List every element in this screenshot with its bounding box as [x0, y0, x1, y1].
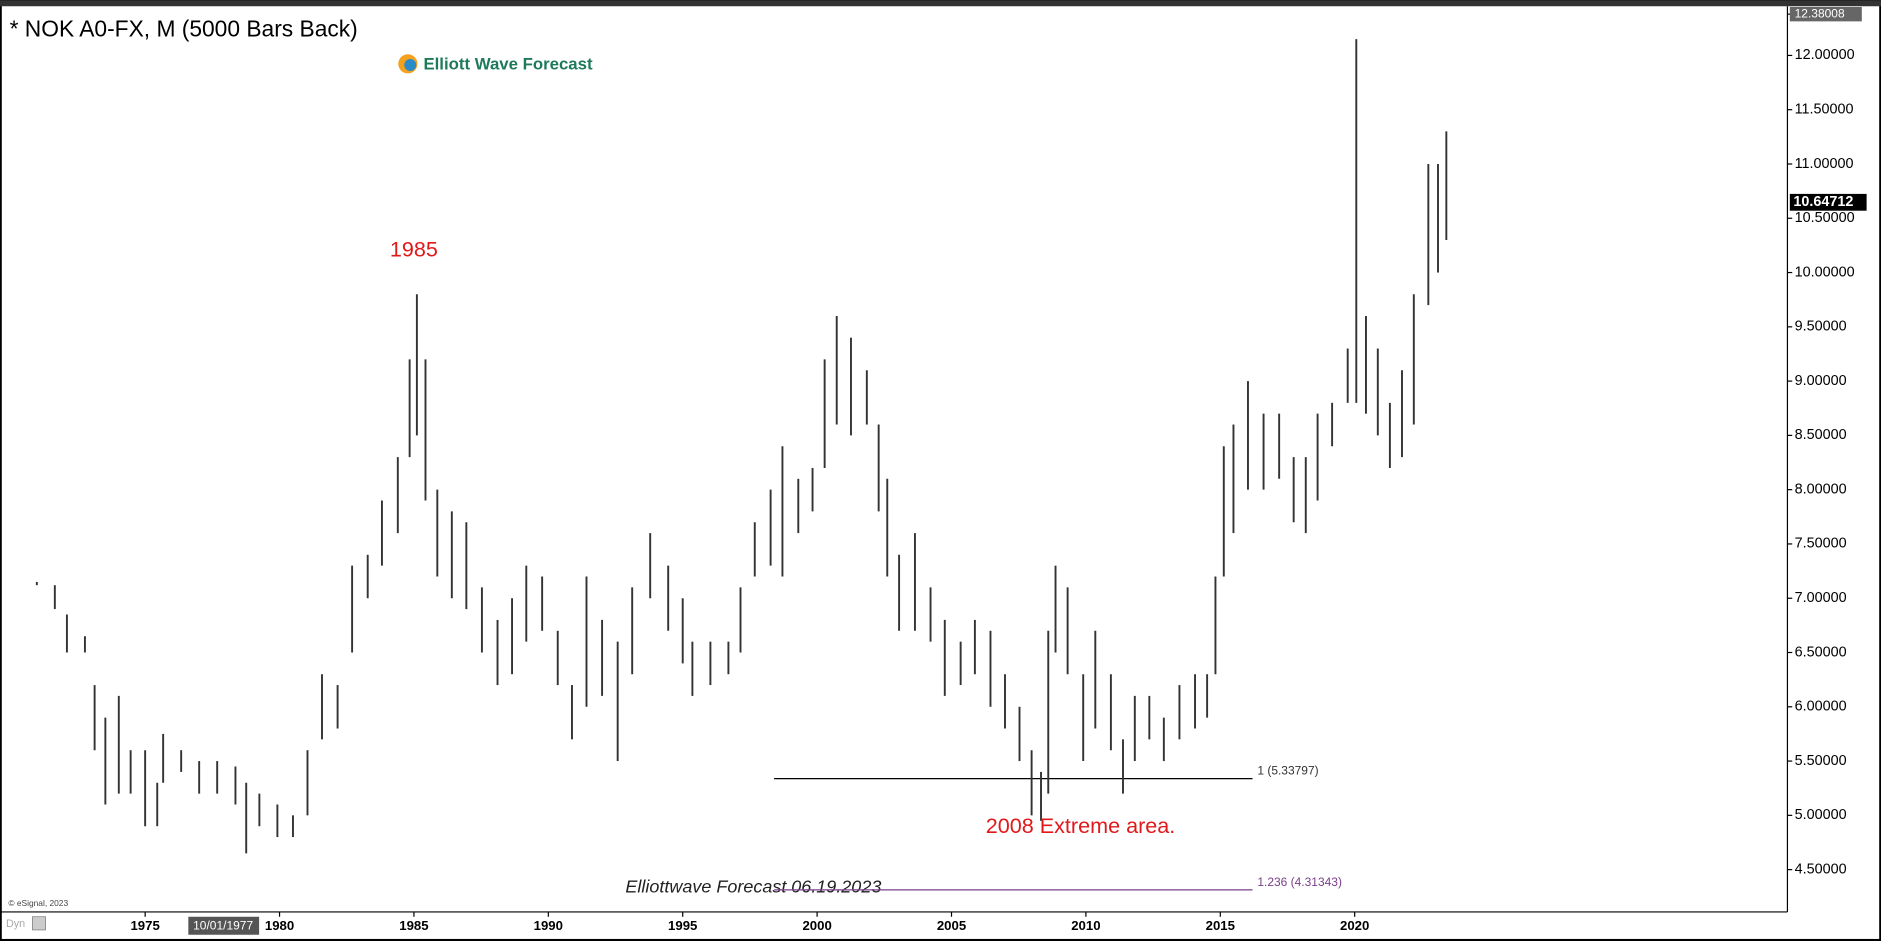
x-tick-label: 2020: [1340, 918, 1369, 933]
y-max-box: [1789, 6, 1862, 22]
x-tick-label: 2010: [1071, 918, 1100, 933]
y-tick-label: 9.00000: [1795, 373, 1847, 389]
x-tick-label: 1990: [534, 918, 563, 933]
x-tick-label: 1980: [265, 918, 294, 933]
x-tick-label: 2000: [802, 918, 831, 933]
y-tick-label: 7.00000: [1795, 590, 1847, 606]
last-price-label: 10.64712: [1793, 194, 1853, 210]
x-tick-label: 2015: [1206, 918, 1235, 933]
y-tick-label: 5.00000: [1795, 807, 1847, 823]
x-tick-label: 1975: [130, 918, 159, 933]
y-tick-label: 12.00000: [1795, 47, 1855, 63]
y-tick-label: 10.00000: [1795, 264, 1855, 280]
corner-label: Dyn: [6, 918, 25, 930]
y-tick-label: 6.50000: [1795, 644, 1847, 660]
copyright: © eSignal, 2023: [8, 898, 68, 908]
x-tick-label: 1985: [399, 918, 428, 933]
corner-button[interactable]: [32, 916, 46, 931]
y-tick-label: 9.50000: [1795, 319, 1847, 335]
y-tick-label: 10.50000: [1795, 210, 1855, 226]
y-tick-label: 11.00000: [1795, 156, 1854, 172]
cursor-box: [188, 916, 260, 935]
y-tick-label: 4.50000: [1795, 861, 1847, 877]
y-tick-label: 8.50000: [1795, 427, 1847, 443]
watermark: Elliottwave Forecast 06.19.2023: [625, 877, 881, 897]
cursor-label: 10/01/1977: [193, 919, 253, 933]
fib-label: 1 (5.33797): [1257, 764, 1318, 778]
x-tick-label: 1995: [668, 918, 697, 933]
last-price-box: [1789, 193, 1867, 211]
annotation: 1985: [390, 237, 438, 262]
y-tick-label: 7.50000: [1795, 536, 1847, 552]
logo: Elliott Wave Forecast: [398, 54, 593, 73]
y-tick-label: 5.50000: [1795, 753, 1847, 769]
y-tick-label: 11.50000: [1795, 102, 1854, 118]
chart-title: * NOK A0-FX, M (5000 Bars Back): [10, 15, 358, 41]
y-tick-label: 12.38008: [1795, 6, 1845, 20]
logo-icon: [404, 59, 417, 72]
logo-text: Elliott Wave Forecast: [423, 54, 593, 73]
x-tick-label: 2005: [937, 918, 966, 933]
y-tick-label: 8.00000: [1795, 481, 1847, 497]
fib-label: 1.236 (4.31343): [1257, 875, 1342, 889]
top-bar: [0, 0, 1881, 7]
y-tick-label: 6.00000: [1795, 699, 1847, 715]
annotation: 2008 Extreme area.: [986, 813, 1176, 838]
